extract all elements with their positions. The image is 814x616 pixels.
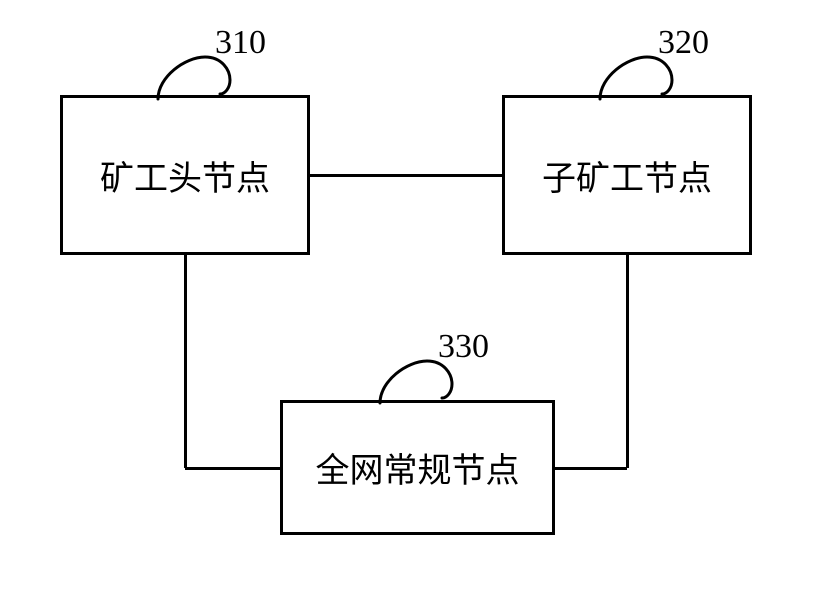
node-label-n310: 矿工头节点	[100, 151, 270, 200]
node-label-n320: 子矿工节点	[542, 151, 712, 200]
edge-n310-n320-seg0	[310, 174, 502, 177]
ref-label-n320: 320	[658, 24, 709, 62]
ref-label-n330: 330	[438, 328, 489, 366]
node-n320: 子矿工节点	[502, 95, 752, 255]
edge-n310-n330-seg0	[184, 255, 187, 468]
edge-n320-n330-seg1	[555, 467, 627, 470]
node-label-n330: 全网常规节点	[316, 443, 520, 492]
node-n310: 矿工头节点	[60, 95, 310, 255]
node-n330: 全网常规节点	[280, 400, 555, 535]
edge-n320-n330-seg0	[626, 255, 629, 468]
edge-n310-n330-seg1	[185, 467, 280, 470]
ref-label-n310: 310	[215, 24, 266, 62]
